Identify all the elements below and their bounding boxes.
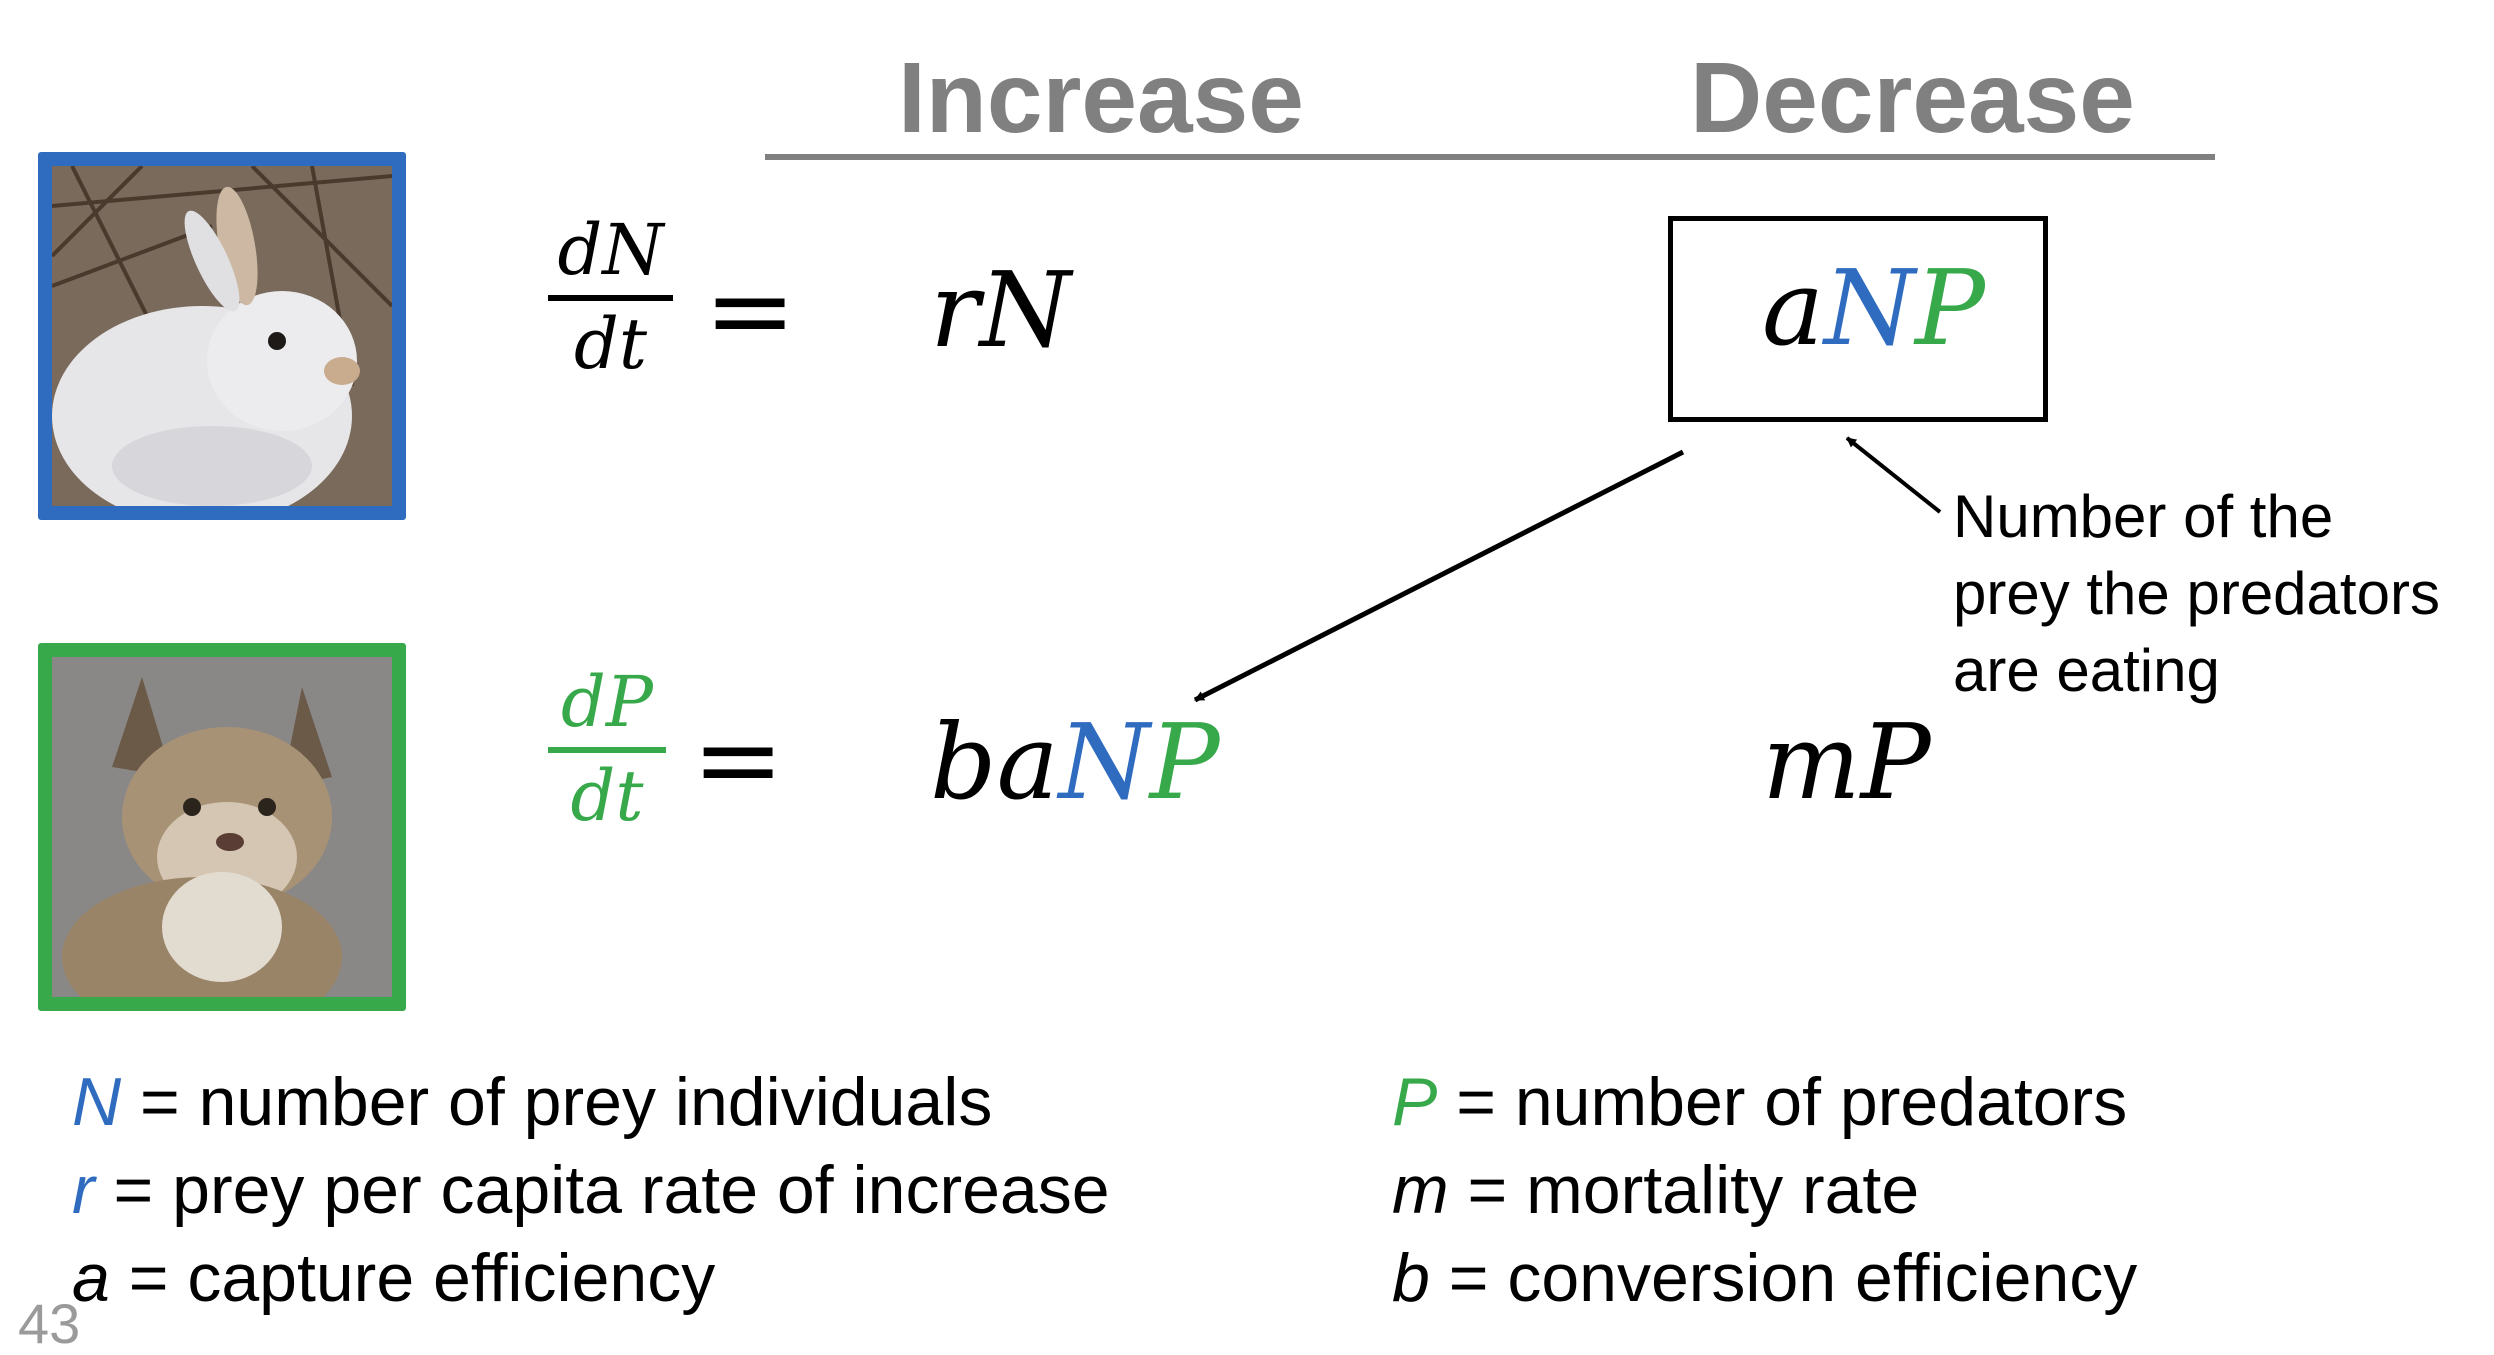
prey-increase-term: rN xyxy=(930,249,1071,371)
predator-equals-sign: = xyxy=(692,695,785,823)
header-increase: Increase xyxy=(898,42,1304,154)
legend-row: r = prey per capita rate of increase xyxy=(72,1146,1110,1234)
hare-photo xyxy=(38,152,406,520)
legend-symbol: P xyxy=(1392,1064,1438,1140)
legend-row: a = capture efficiency xyxy=(72,1234,1110,1322)
legend-text: = conversion efficiency xyxy=(1429,1240,2138,1316)
legend-symbol: m xyxy=(1392,1152,1449,1228)
transfer-arrow xyxy=(1193,449,1685,703)
annotation-line: Number of the xyxy=(1953,483,2334,550)
term-N: N xyxy=(1824,247,1916,369)
legend-row: N = number of prey individuals xyxy=(72,1058,1110,1146)
term-ba: ba xyxy=(930,701,1059,823)
lynx-photo xyxy=(38,643,406,1011)
term-P: P xyxy=(1149,701,1220,823)
term-N: N xyxy=(1058,701,1150,823)
legend-symbol: N xyxy=(72,1064,122,1140)
legend-text: = prey per capita rate of increase xyxy=(94,1152,1110,1228)
prey-derivative: dN dt xyxy=(548,215,673,379)
legend-predator: P = number of predators m = mortality ra… xyxy=(1392,1058,2137,1322)
annotation-line: prey the predators xyxy=(1953,560,2440,627)
header-rule xyxy=(765,154,2215,160)
legend-text: = mortality rate xyxy=(1448,1152,1920,1228)
legend-row: m = mortality rate xyxy=(1392,1146,2137,1234)
predator-derivative: dP dt xyxy=(548,667,666,831)
prey-fraction-bar xyxy=(548,295,673,301)
legend-text: = number of predators xyxy=(1437,1064,2128,1140)
prey-decrease-box xyxy=(1668,216,2048,422)
predator-decrease-term: mP xyxy=(1762,701,1931,823)
annotation-arrow xyxy=(1845,436,1942,514)
annotation-line: are eating xyxy=(1953,637,2220,704)
predator-fraction-bar xyxy=(548,747,666,753)
prey-derivative-numerator: dN xyxy=(557,209,664,291)
legend-row: b = conversion efficiency xyxy=(1392,1234,2137,1322)
legend-row: P = number of predators xyxy=(1392,1058,2137,1146)
legend-symbol: b xyxy=(1392,1240,1430,1316)
slide-number: 43 xyxy=(18,1292,81,1355)
predator-derivative-denominator: dt xyxy=(570,755,644,837)
legend-text: = capture efficiency xyxy=(109,1240,716,1316)
term-a: a xyxy=(1762,247,1825,369)
predator-derivative-numerator: dP xyxy=(561,661,653,743)
predator-increase-term: baNP xyxy=(930,710,1220,814)
prey-derivative-denominator: dt xyxy=(574,303,647,385)
term-P: P xyxy=(1915,247,1985,369)
legend-symbol: a xyxy=(72,1240,110,1316)
header-decrease: Decrease xyxy=(1690,42,2135,154)
prey-decrease-term: aNP xyxy=(1762,256,1985,360)
legend-text: = number of prey individuals xyxy=(121,1064,993,1140)
legend-prey: N = number of prey individuals r = prey … xyxy=(72,1058,1110,1322)
legend-symbol: r xyxy=(72,1152,95,1228)
annotation-text: Number of the prey the predators are eat… xyxy=(1953,478,2440,709)
prey-equals-sign: = xyxy=(704,246,797,374)
